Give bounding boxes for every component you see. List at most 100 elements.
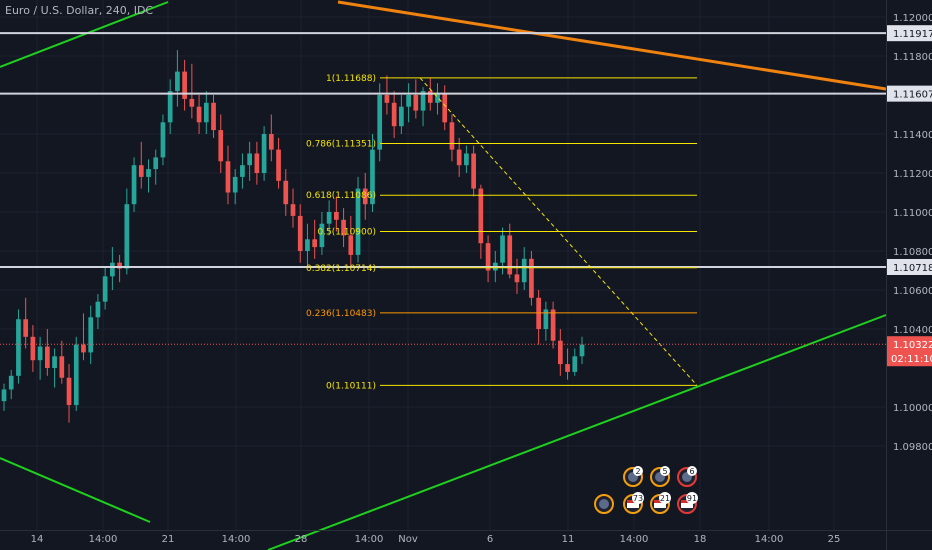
event-count-label: 21 <box>660 494 670 503</box>
candle-body <box>557 340 563 365</box>
price-tag-label: 1.11607 <box>893 90 932 101</box>
candle-body <box>175 71 180 92</box>
fib-trend-dashed <box>419 77 698 386</box>
event-count-label: 73 <box>633 494 643 503</box>
event-count-badge <box>687 466 697 476</box>
candle-body <box>117 262 122 269</box>
candle-body <box>52 356 57 368</box>
candle-body <box>391 102 397 127</box>
time-tick-label: 14 <box>31 534 44 545</box>
event-count-label: 6 <box>689 467 694 476</box>
candle-body <box>196 106 202 123</box>
event-flag-stripe <box>654 500 666 503</box>
candle-body <box>153 157 159 170</box>
fib-level-label: 0(1.10111) <box>326 381 376 391</box>
trendline-upper-left <box>0 1 169 68</box>
candle-body <box>189 98 195 107</box>
candle-body <box>1 389 7 402</box>
trendline-rising-support <box>267 314 887 550</box>
candle-body <box>88 317 94 353</box>
countdown-label: 02:11:10 <box>891 354 932 365</box>
candle-body <box>110 262 115 277</box>
candle-body <box>370 149 375 205</box>
time-tick-label: 11 <box>562 534 575 545</box>
candle-body <box>81 344 86 353</box>
candle-body <box>536 297 541 329</box>
event-globe-icon <box>599 499 609 509</box>
candle-body <box>514 274 520 283</box>
price-tick-label: 1.10400 <box>893 325 932 336</box>
candle-body <box>73 344 79 406</box>
candle-body <box>485 243 491 271</box>
current-price-label: 1.10322 <box>893 340 932 351</box>
candle-body <box>254 153 260 173</box>
candle-body <box>348 235 354 255</box>
candle-body <box>232 176 238 193</box>
candle-body <box>478 188 484 244</box>
price-tick-label: 1.11800 <box>893 52 932 63</box>
time-tick-label: 18 <box>694 534 707 545</box>
candle-body <box>146 169 151 177</box>
price-axis[interactable]: 1.12000 1.11800 1.11400 1.11200 1.11000 1.108… <box>886 0 932 550</box>
candle-body <box>59 356 65 378</box>
price-tick-label: 1.12000 <box>893 13 932 24</box>
candle-body <box>276 149 281 181</box>
candle-body <box>399 106 404 127</box>
event-flag-icon <box>627 500 639 508</box>
trendline-falling-lower <box>0 457 151 523</box>
price-tick-label: 1.10000 <box>893 403 932 414</box>
fib-level-label: 0.786(1.11351) <box>306 140 376 150</box>
candle-body <box>456 149 462 166</box>
event-count-label: 91 <box>687 494 697 503</box>
candle-body <box>240 165 245 177</box>
event-flag-icon <box>681 500 693 508</box>
fib-level-label: 0.382(1.10714) <box>306 264 376 274</box>
trendline-resistance <box>337 0 887 91</box>
time-tick-label: Nov <box>398 534 418 545</box>
event-count-badge <box>633 466 643 476</box>
candle-body <box>305 239 310 251</box>
candle-body <box>160 122 166 158</box>
candle-body <box>218 130 224 162</box>
price-tag-bg <box>887 85 932 102</box>
candle-body <box>334 212 339 220</box>
candle-body <box>579 344 585 357</box>
event-count-badge <box>686 492 698 504</box>
candle-body <box>507 235 513 275</box>
candle-body <box>427 91 433 103</box>
candles <box>1 50 585 423</box>
candle-body <box>319 223 325 248</box>
candle-body <box>449 122 455 150</box>
overlays: 1(1.11688) 0.786(1.11351) 0.618(1.11086) 0.… <box>0 0 887 550</box>
event-flag-icon <box>654 500 666 508</box>
current-price-tag-bg <box>887 336 932 367</box>
price-tick-label: 1.11400 <box>893 130 932 141</box>
candle-body <box>37 346 43 361</box>
candle-body <box>435 93 440 103</box>
candle-body <box>45 346 50 368</box>
candle-body <box>8 375 14 390</box>
time-tick-label: 25 <box>828 534 841 545</box>
candle-body <box>471 153 476 189</box>
price-tag-label: 1.11917 <box>893 29 932 40</box>
event-count-badge <box>659 492 671 504</box>
events-markers: 2 5 6 73 21 91 <box>594 466 698 514</box>
candle-body <box>66 377 72 406</box>
price-tick-label: 1.09800 <box>893 442 932 453</box>
candle-body <box>377 95 383 150</box>
event-count-badge <box>660 466 670 476</box>
candle-body <box>442 93 448 123</box>
price-tick-label: 1.11200 <box>893 169 932 180</box>
candle-body <box>406 95 411 107</box>
candle-body <box>420 91 426 111</box>
candle-body <box>124 204 130 269</box>
time-axis[interactable]: 14 14:00 21 14:00 28 14:00 Nov 6 11 14:00 18 14:00 2… <box>0 530 932 546</box>
price-tag-label: 1.10718 <box>893 263 932 274</box>
time-tick-label: 21 <box>162 534 175 545</box>
price-tick-label: 1.10800 <box>893 247 932 258</box>
candle-body <box>362 188 368 205</box>
event-flag-stripe <box>627 500 639 503</box>
candle-body <box>247 153 252 166</box>
candle-body <box>326 212 332 224</box>
